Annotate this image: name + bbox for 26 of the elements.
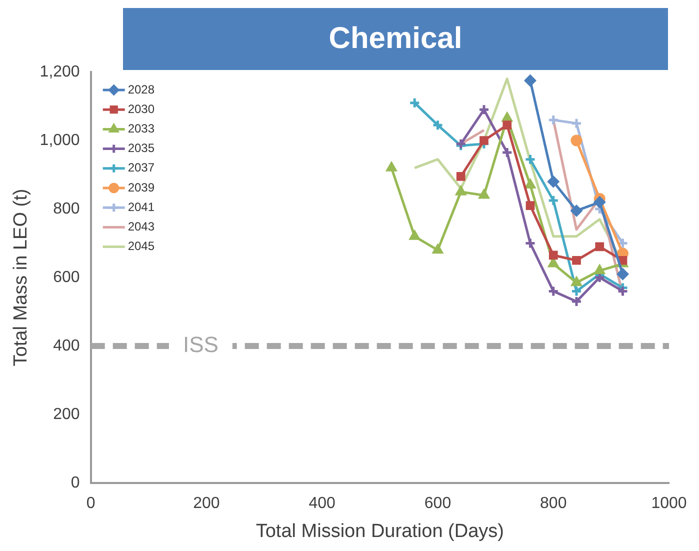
- x-axis-title: Total Mission Duration (Days): [256, 520, 504, 542]
- legend-label: 2037: [128, 160, 155, 175]
- legend-label: 2039: [128, 180, 155, 194]
- x-tick-label: 800: [540, 495, 567, 512]
- x-tick-label: 200: [193, 495, 220, 512]
- legend-label: 2030: [128, 102, 155, 116]
- x-tick-label: 1000: [651, 495, 687, 512]
- legend-label: 2035: [128, 141, 155, 156]
- legend-label: 2043: [128, 220, 155, 234]
- y-tick-label: 0: [70, 474, 80, 492]
- ref-line-label: ISS: [182, 332, 218, 358]
- legend-label: 2045: [128, 239, 155, 254]
- y-tick-label: 600: [53, 268, 80, 286]
- y-tick-label: 400: [53, 337, 80, 354]
- y-tick-label: 200: [53, 406, 80, 423]
- x-tick-label: 400: [308, 495, 336, 512]
- y-tick-label: 1,000: [40, 132, 80, 149]
- legend-label: 2041: [128, 200, 155, 214]
- legend-label: 2028: [128, 82, 155, 96]
- y-tick-label: 1,200: [40, 63, 80, 80]
- legend-label: 2033: [128, 122, 155, 136]
- y-tick-label: 800: [53, 200, 80, 218]
- chart-title: Chemical: [123, 8, 668, 70]
- y-axis-title: Total Mass in LEO (t): [10, 188, 32, 366]
- x-tick-label: 0: [86, 495, 96, 512]
- x-tick-label: 600: [424, 495, 452, 512]
